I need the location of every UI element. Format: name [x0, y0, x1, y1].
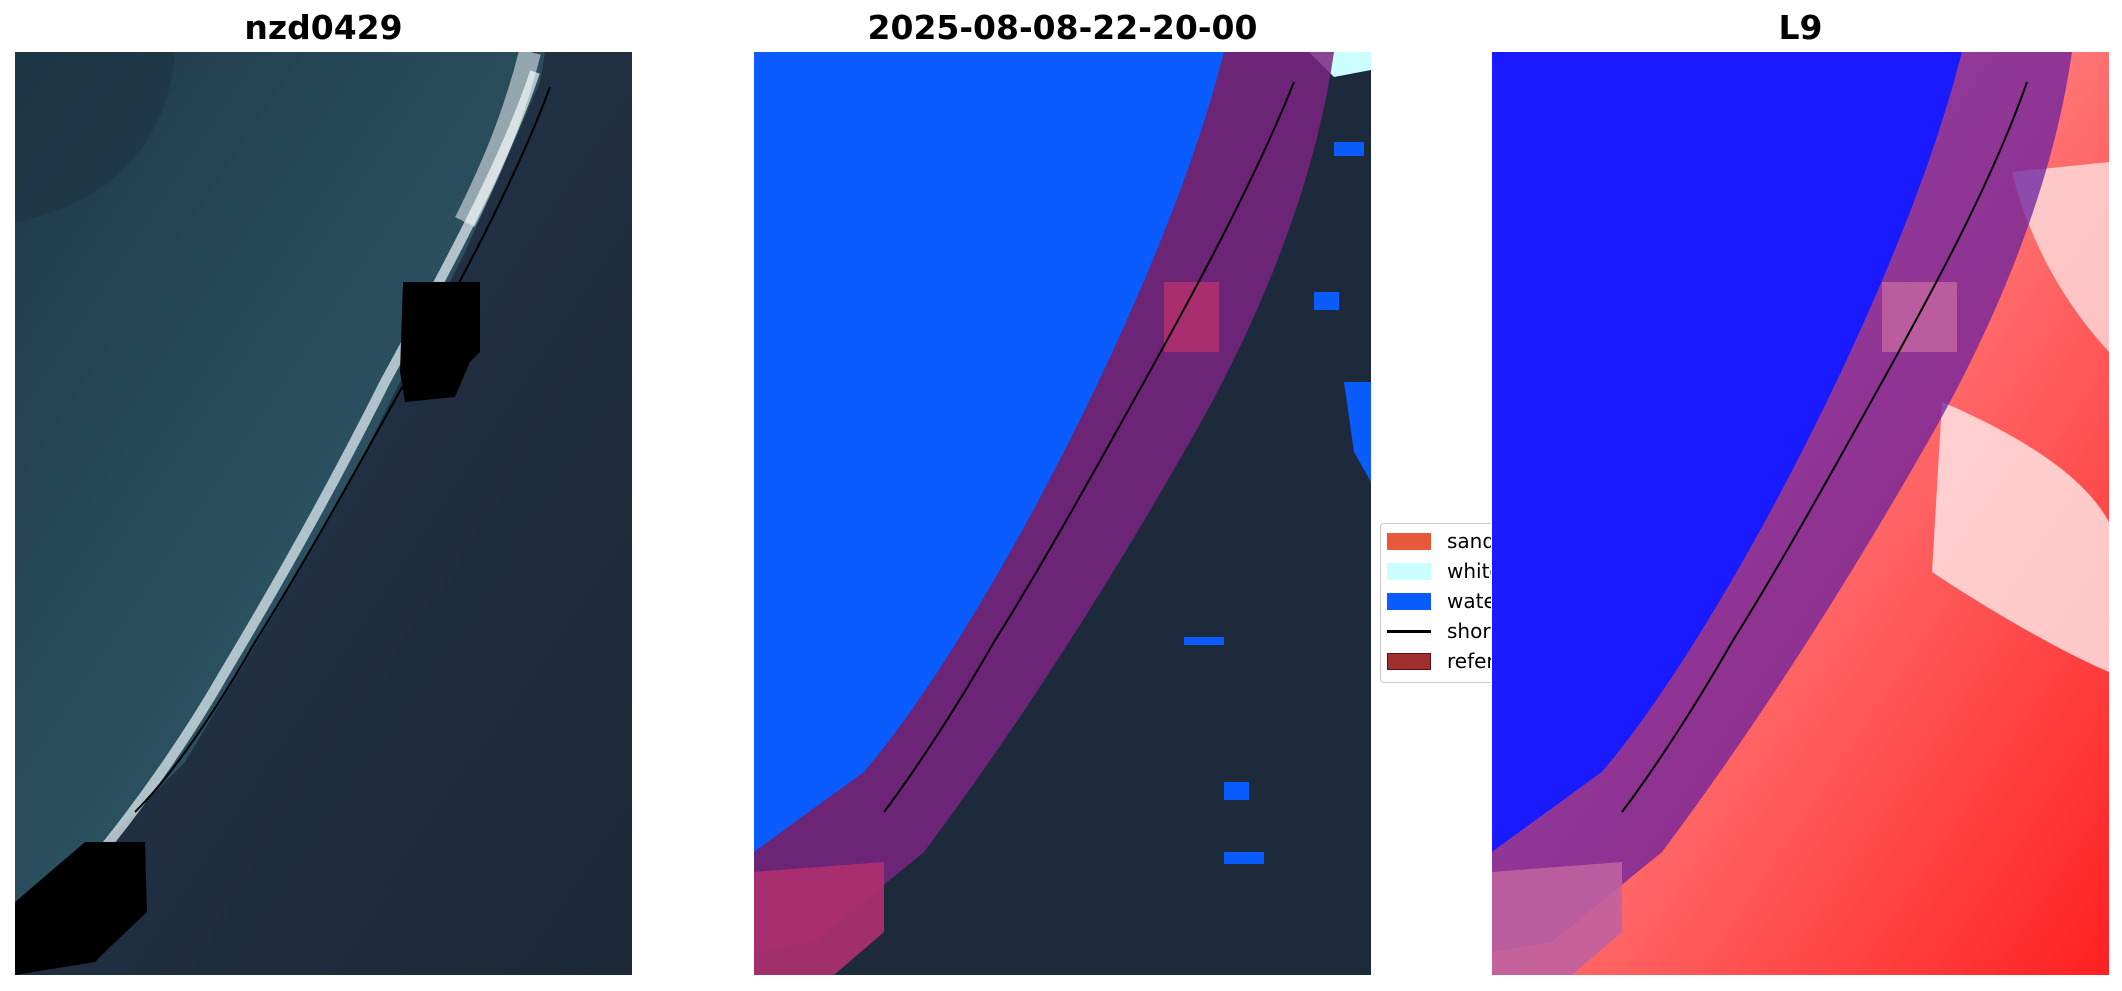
legend-label-water: water [1447, 589, 1491, 613]
water-index-area [1492, 52, 1962, 852]
legend-label-shoreline: shoreline [1447, 619, 1491, 643]
buffer-overlay [1492, 52, 2072, 952]
water-swatch [1387, 592, 1431, 610]
panel-title-rgb: nzd0429 [244, 8, 403, 47]
shoreline-line [1621, 81, 2028, 813]
shoreline-swatch [1387, 629, 1431, 633]
legend: sand white-water water shoreline referen… [1380, 523, 1491, 683]
legend-item-white-water: white-water [1387, 559, 1491, 583]
legend-item-sand: sand [1387, 529, 1491, 553]
legend-item-reference: reference [1387, 649, 1491, 673]
water-class-area [754, 52, 1224, 852]
legend-label-reference: reference [1447, 649, 1491, 673]
legend-label-sand: sand [1447, 529, 1491, 553]
cloud-mask-1 [400, 282, 480, 402]
reference-swatch [1387, 652, 1431, 670]
classified-image [754, 52, 1371, 975]
legend-item-shoreline: shoreline [1387, 619, 1491, 643]
index-image-panel [1492, 52, 2109, 975]
shoreline-line [883, 81, 1295, 813]
white-water-swatch [1387, 562, 1431, 580]
rgb-image-panel [15, 52, 632, 975]
classified-image-panel [754, 52, 1371, 975]
rgb-satellite-image [15, 52, 632, 975]
buffer-overlay [754, 52, 1334, 952]
panel-title-classified: 2025-08-08-22-20-00 [867, 8, 1258, 47]
sand-swatch [1387, 532, 1431, 550]
panel-title-index: L9 [1778, 8, 1823, 47]
legend-item-water: water [1387, 589, 1491, 613]
shoreline-line [134, 86, 551, 813]
water-index-image [1492, 52, 2109, 975]
cloud-mask-2 [15, 842, 147, 975]
legend-label-white-water: white-water [1447, 559, 1491, 583]
